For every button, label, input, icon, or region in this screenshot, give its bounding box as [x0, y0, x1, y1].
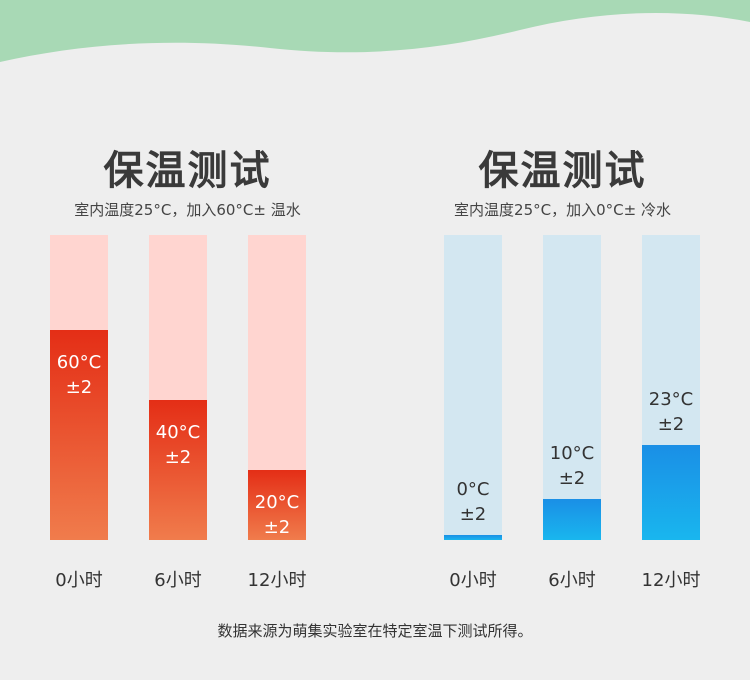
warm-bar-12h-tolerance-label: ±2 [263, 516, 291, 538]
warm-test-panel: 保温测试 室内温度25°C，加入60°C± 温水 60°C ±2 40°C ±2… [0, 0, 375, 600]
cold-test-subtitle: 室内温度25°C，加入0°C± 冷水 [454, 201, 671, 219]
cold-bar-track-12h: 23°C ±2 [642, 235, 700, 540]
warm-bar-6h-tolerance-label: ±2 [164, 446, 192, 468]
warm-bar-track-6h: 40°C ±2 [149, 235, 207, 540]
warm-bar-12h-value-label: 20°C [254, 491, 300, 513]
warm-bar-track-12h: 20°C ±2 [248, 235, 306, 540]
cold-test-panel: 保温测试 室内温度25°C，加入0°C± 冷水 0°C ±2 10°C ±2 2… [375, 0, 750, 600]
cold-bar-12h-label: 23°C ±2 [632, 387, 710, 437]
header-wave-decoration [0, 0, 750, 62]
warm-bar-0h-label: 60°C ±2 [40, 350, 118, 400]
cold-bar-0h-tolerance-label: ±2 [459, 504, 487, 525]
cold-bar-6h-label: 10°C ±2 [533, 441, 611, 491]
warm-bar-0h-tolerance-label: ±2 [65, 376, 93, 398]
warm-bar-6h-value-label: 40°C [155, 421, 201, 443]
cold-bar-12h [642, 445, 700, 540]
warm-bar-6h [149, 399, 207, 540]
cold-test-title: 保温测试 [478, 148, 647, 194]
cold-x-label-0h: 0小时 [449, 570, 497, 591]
warm-bar-12h-label: 20°C ±2 [238, 490, 316, 540]
warm-x-label-6h: 6小时 [154, 570, 202, 591]
warm-bar-0h-value-label: 60°C [56, 351, 102, 373]
warm-bar-track-0h: 60°C ±2 [50, 235, 108, 540]
warm-x-label-12h: 12小时 [247, 570, 307, 591]
warm-bar-0h [50, 329, 108, 540]
warm-test-subtitle: 室内温度25°C，加入60°C± 温水 [74, 201, 301, 219]
cold-x-label-12h: 12小时 [641, 570, 701, 591]
cold-bar-track-6h: 10°C ±2 [543, 235, 601, 540]
cold-bar-track-0h: 0°C ±2 [444, 235, 502, 540]
cold-bar-6h-value-label: 10°C [549, 442, 595, 464]
cold-x-label-6h: 6小时 [548, 570, 596, 591]
cold-bar-0h-label: 0°C ±2 [434, 477, 512, 527]
cold-bar-0h-value-label: 0°C [456, 479, 490, 500]
cold-bar-12h-value-label: 23°C [648, 389, 694, 411]
warm-bar-6h-label: 40°C ±2 [139, 420, 217, 470]
data-source-footnote: 数据来源为萌集实验室在特定室温下测试所得。 [217, 622, 533, 640]
cold-bar-12h-tolerance-label: ±2 [657, 414, 685, 436]
cold-bar-6h-tolerance-label: ±2 [558, 467, 586, 489]
warm-x-label-0h: 0小时 [55, 570, 103, 591]
cold-bar-6h [543, 498, 601, 540]
warm-bar-12h [248, 469, 306, 540]
warm-test-title: 保温测试 [103, 148, 272, 194]
cold-bar-0h [444, 535, 502, 540]
